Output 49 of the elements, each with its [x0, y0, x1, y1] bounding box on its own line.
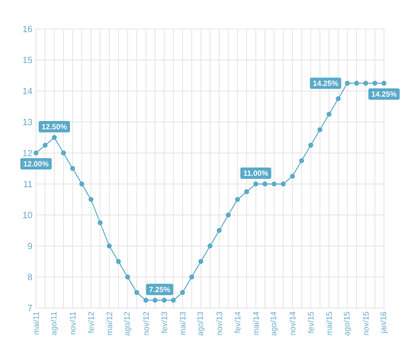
- point: [336, 96, 341, 102]
- point: [344, 80, 350, 86]
- point: [253, 182, 258, 186]
- point: [143, 298, 148, 303]
- point: [326, 112, 332, 117]
- point: [162, 298, 167, 303]
- point: [262, 182, 268, 186]
- y-tick-label: 15: [23, 56, 32, 64]
- point: [272, 182, 277, 186]
- point: [208, 244, 212, 248]
- point: [299, 158, 304, 164]
- y-tick-label: 11: [24, 180, 32, 188]
- point: [317, 127, 322, 132]
- point: [363, 80, 368, 86]
- point: [79, 182, 84, 186]
- point: [61, 150, 66, 156]
- point: [70, 166, 76, 171]
- point: [189, 274, 194, 280]
- point: [216, 228, 222, 233]
- point: [170, 298, 176, 303]
- point: [382, 80, 386, 86]
- point: [88, 197, 94, 202]
- point: [290, 174, 295, 179]
- point: [226, 212, 231, 218]
- y-tick-label: 10: [23, 212, 32, 218]
- point: [308, 142, 314, 148]
- point: [125, 274, 130, 280]
- point: [198, 259, 204, 264]
- point: [152, 298, 158, 303]
- y-tick-label: 7: [28, 304, 32, 312]
- point: [180, 290, 185, 295]
- point: [280, 182, 286, 186]
- point: [106, 244, 112, 248]
- point: [235, 197, 240, 202]
- y-tick-label: 16: [23, 26, 32, 32]
- y-tick-label: 8: [28, 274, 32, 280]
- y-tick-label: 12: [23, 150, 32, 156]
- point: [42, 142, 48, 148]
- y-tick-label: 13: [23, 118, 32, 126]
- point: [34, 150, 38, 156]
- point: [372, 80, 378, 86]
- point: [354, 80, 359, 86]
- point: [244, 189, 250, 194]
- point: [52, 135, 57, 140]
- point: [116, 259, 121, 264]
- y-tick-label: 9: [28, 242, 32, 250]
- y-tick-label: 14: [23, 88, 32, 94]
- point: [98, 220, 103, 226]
- point: [134, 290, 140, 295]
